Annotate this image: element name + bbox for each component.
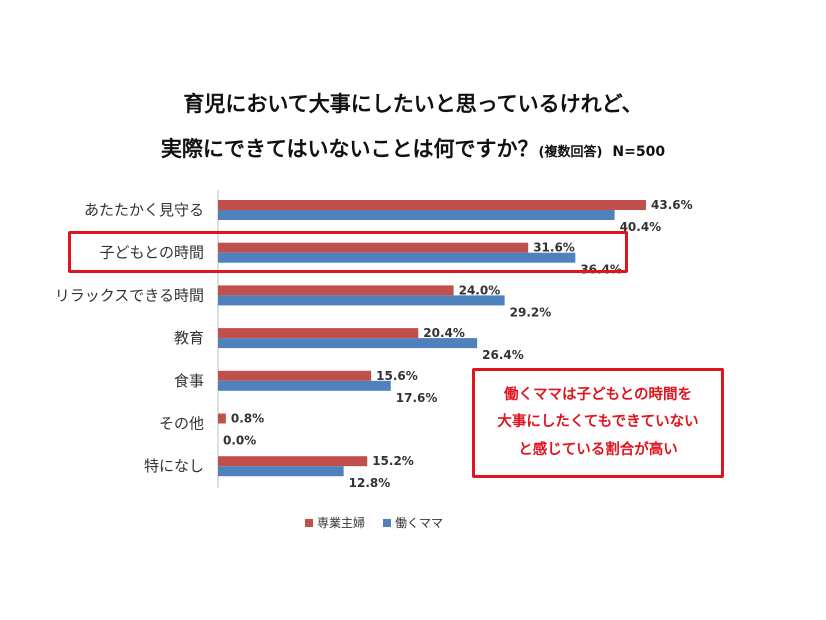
category-label: その他	[159, 415, 204, 433]
bar-housewife	[218, 370, 372, 381]
chart-legend: 専業主婦 働くママ	[305, 514, 443, 531]
bar-working-mom	[218, 252, 576, 263]
bar-housewife	[218, 200, 646, 210]
legend-item-housewife: 専業主婦	[305, 514, 365, 531]
data-label: 0.8%	[231, 412, 264, 426]
bar-working-mom	[218, 210, 615, 220]
data-label: 26.4%	[482, 348, 524, 362]
bar-housewife	[218, 413, 226, 424]
bar-housewife	[218, 456, 368, 467]
data-label: 31.6%	[533, 241, 575, 255]
category-label: 教育	[174, 329, 204, 347]
bar-working-mom	[218, 295, 505, 306]
multiple-answer-note: (複数回答)	[538, 145, 603, 160]
callout-line: 働くママは子どもとの時間を	[503, 386, 693, 403]
category-label: 特になし	[144, 457, 204, 475]
callout-line: 大事にしたくてもできていない	[497, 414, 699, 431]
bar-working-mom	[218, 466, 344, 477]
category-label: リラックスできる時間	[55, 286, 204, 304]
bar-housewife	[218, 242, 529, 253]
data-label: 15.2%	[372, 454, 414, 468]
bar-working-mom	[218, 338, 478, 349]
data-label: 15.6%	[376, 369, 418, 383]
legend-label: 働くママ	[395, 516, 444, 530]
chart-title-line1: 育児において大事にしたいと思っているけれど、	[183, 92, 643, 116]
data-label: 0.0%	[223, 434, 256, 448]
data-label: 43.6%	[651, 198, 693, 212]
data-label: 29.2%	[510, 305, 552, 319]
data-label: 40.4%	[620, 220, 662, 234]
data-label: 20.4%	[423, 326, 465, 340]
data-label: 17.6%	[396, 391, 438, 405]
legend-label: 専業主婦	[317, 516, 366, 530]
data-label: 12.8%	[349, 476, 391, 490]
bar-housewife	[218, 285, 454, 296]
bar-working-mom	[218, 380, 391, 391]
sample-size: N=500	[612, 144, 666, 160]
legend-item-working-mom: 働くママ	[383, 514, 443, 531]
legend-swatch-housewife	[305, 518, 313, 527]
category-label: 子どもとの時間	[99, 244, 204, 262]
data-label: 24.0%	[459, 283, 501, 297]
bar-housewife	[218, 328, 419, 339]
callout-line: と感じている割合が高い	[518, 441, 678, 458]
category-label: あたたかく見守る	[84, 201, 204, 219]
highlight-box	[68, 231, 628, 273]
chart-title-line2: 実際にできてはいないことは何ですか？(複数回答) N=500	[0, 133, 826, 163]
legend-swatch-working-mom	[383, 518, 392, 527]
data-label: 36.4%	[580, 263, 622, 277]
chart-title-question: 実際にできてはいないことは何ですか？	[160, 137, 539, 161]
category-label: 食事	[174, 372, 204, 390]
callout-box: 働くママは子どもとの時間を 大事にしたくてもできていない と感じている割合が高い	[472, 368, 724, 478]
